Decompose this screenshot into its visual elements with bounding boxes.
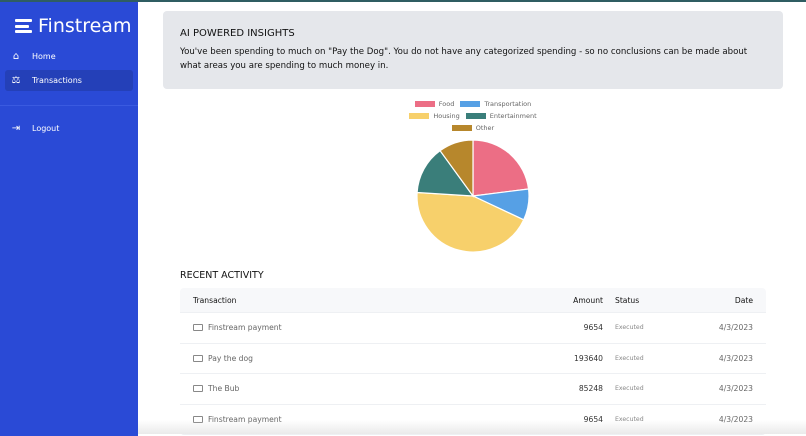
sidebar-item-label: Transactions: [32, 76, 82, 85]
transaction-name: Pay the dog: [208, 353, 253, 363]
legend-swatch: [451, 125, 472, 131]
sidebar: Finstream ⌂ Home ⚖ Transactions ⇥ Logout: [0, 2, 138, 436]
amount: 9654: [583, 323, 603, 333]
amount: 193640: [574, 353, 603, 363]
legend-swatch: [409, 113, 430, 119]
date: 4/3/2023: [718, 353, 753, 363]
money-icon: [193, 385, 203, 393]
status: Executed: [615, 354, 644, 362]
legend-item-other[interactable]: Other: [451, 124, 495, 132]
pie-slice-housing[interactable]: [416, 191, 525, 253]
pie-slice-other[interactable]: [439, 139, 474, 198]
date: 4/3/2023: [673, 415, 753, 424]
sidebar-item-transactions[interactable]: ⚖ Transactions: [5, 70, 133, 91]
transaction-name: The Bub: [208, 384, 240, 394]
legend-item-food[interactable]: Food: [414, 100, 455, 108]
legend-label: Housing: [433, 112, 460, 120]
insights-panel: AI POWERED INSIGHTS You've been spending…: [163, 11, 783, 89]
sidebar-item-label: Home: [32, 52, 56, 61]
status: Executed: [603, 416, 673, 423]
status: Executed: [615, 385, 644, 393]
money-icon: [193, 354, 203, 362]
pie-slice-food[interactable]: [472, 139, 530, 197]
scale-icon: ⚖: [11, 75, 21, 86]
legend-swatch: [414, 101, 435, 107]
insights-title: AI POWERED INSIGHTS: [180, 28, 295, 39]
money-icon: [193, 324, 203, 332]
legend-item-entertainment[interactable]: Entertainment: [465, 112, 537, 120]
legend-swatch: [465, 113, 486, 119]
app-name: Finstream: [38, 15, 132, 37]
recent-activity-title: RECENT ACTIVITY: [180, 270, 264, 281]
legend-item-transportation[interactable]: Transportation: [460, 100, 531, 108]
column-header-date: Date: [734, 295, 753, 305]
transactions-table: Transaction Amount Status Date Finstream…: [180, 288, 766, 435]
logout-icon: ⇥: [11, 123, 21, 134]
insights-text: You've been spending to much on "Pay the…: [180, 47, 748, 71]
legend-label: Transportation: [484, 100, 532, 108]
pie-chart: Food Transportation Housing Entertainmen…: [398, 98, 548, 258]
legend-label: Food: [438, 100, 455, 108]
main-content: AI POWERED INSIGHTS You've been spending…: [138, 2, 806, 435]
chart-legend: Food Transportation Housing Entertainmen…: [398, 98, 548, 134]
table-row[interactable]: Pay the dog 193640 Executed 4/3/2023: [180, 344, 766, 374]
legend-label: Entertainment: [489, 112, 537, 120]
pie-svg: [416, 139, 530, 253]
sidebar-item-home[interactable]: ⌂ Home: [5, 46, 133, 67]
table-row[interactable]: Finstream payment 9654 Executed 4/3/2023: [180, 313, 766, 344]
bottom-shadow: [138, 420, 806, 434]
logo[interactable]: Finstream: [0, 2, 138, 38]
amount: 85248: [578, 384, 603, 394]
date: 4/3/2023: [718, 384, 753, 394]
transaction-cell: Pay the dog: [193, 354, 513, 363]
table-row[interactable]: The Bub 85248 Executed 4/3/2023: [180, 374, 766, 405]
transaction-name: Finstream payment: [208, 323, 282, 333]
divider: [0, 105, 138, 106]
date: 4/3/2023: [718, 323, 753, 333]
amount: 9654: [513, 415, 603, 424]
sidebar-item-logout[interactable]: ⇥ Logout: [5, 118, 133, 139]
transaction-cell: Finstream payment: [193, 323, 513, 332]
table-header: Transaction Amount Status Date: [180, 288, 766, 313]
sidebar-item-label: Logout: [32, 124, 60, 133]
column-header-status: Status: [615, 295, 640, 305]
logo-icon: [15, 19, 32, 33]
legend-label: Other: [475, 124, 495, 132]
home-icon: ⌂: [12, 51, 20, 62]
column-header-transaction: Transaction: [193, 295, 237, 305]
transaction-cell: The Bub: [193, 384, 513, 393]
column-header-amount: Amount: [573, 295, 603, 305]
legend-swatch: [460, 101, 481, 107]
status: Executed: [615, 324, 644, 332]
legend-item-housing[interactable]: Housing: [409, 112, 460, 120]
transaction-name: Finstream payment: [208, 415, 282, 424]
